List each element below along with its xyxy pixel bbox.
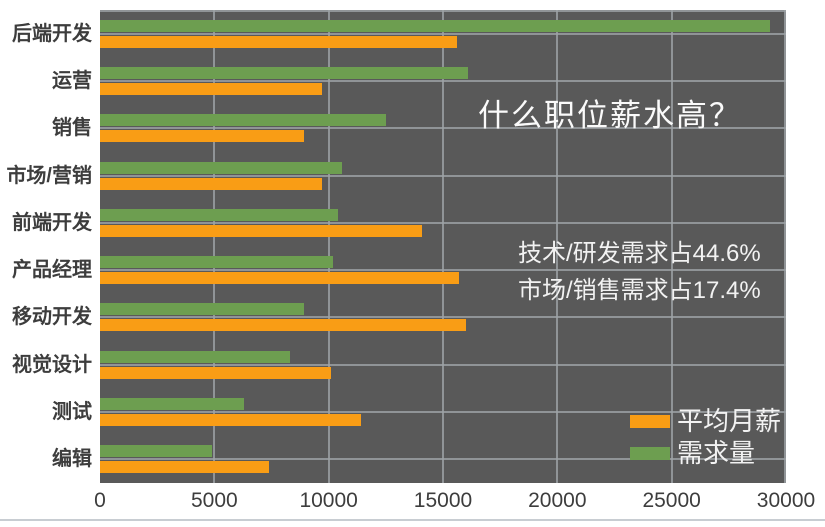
salary-bar (100, 461, 270, 474)
legend-label-salary: 平均月薪 (677, 406, 782, 436)
category-axis: 后端开发运营销售市场/营销前端开发产品经理移动开发视觉设计测试编辑 (0, 10, 92, 483)
demand-bar (100, 445, 213, 458)
legend-swatch-salary (630, 414, 670, 428)
salary-bar (100, 319, 466, 332)
gridline-vertical (442, 10, 444, 483)
demand-bar (100, 114, 386, 127)
salary-bar (100, 177, 322, 190)
x-tick-label: 20000 (528, 489, 587, 512)
salary-bar (100, 82, 322, 95)
category-label: 编辑 (52, 448, 92, 471)
gridline-horizontal (100, 127, 786, 130)
value-axis: 0 5000 10000 15000 20000 25000 30000 (0, 489, 825, 515)
x-tick-label: 15000 (413, 489, 473, 512)
grid-layer (100, 10, 786, 483)
x-tick-label: 30000 (756, 489, 816, 512)
demand-bar (100, 208, 338, 221)
bars-layer (100, 10, 786, 483)
demand-bar (100, 19, 770, 32)
gridline-horizontal (100, 411, 786, 414)
demand-bar (100, 66, 469, 79)
salary-bar (100, 414, 361, 427)
x-tick-label: 0 (94, 489, 106, 512)
gridline-horizontal (100, 174, 786, 177)
legend-label-demand: 需求量 (677, 438, 756, 468)
category-label: 运营 (52, 69, 92, 92)
x-tick-label: 10000 (299, 489, 358, 512)
gridline-vertical (670, 10, 673, 483)
x-tick-label: 25000 (642, 489, 701, 512)
category-label: 移动开发 (12, 306, 92, 329)
legend: 平均月薪 需求量 (630, 405, 781, 469)
gridline-vertical (213, 10, 216, 483)
plot-area: 什么职位薪水高？ 技术/研发需求占44.6% 市场/销售需求占17.4% 平均月… (100, 10, 786, 483)
bottom-divider (0, 519, 825, 521)
gridline-horizontal (100, 458, 786, 461)
salary-bar (100, 272, 459, 285)
gridline-horizontal (100, 316, 786, 319)
gridline-horizontal (100, 363, 786, 366)
category-label: 产品经理 (12, 259, 92, 282)
gridline-vertical (556, 10, 559, 483)
category-label: 后端开发 (12, 22, 92, 45)
category-label: 销售 (52, 117, 92, 140)
salary-bar (100, 224, 423, 237)
demand-bar (100, 303, 304, 316)
legend-item-demand: 需求量 (630, 437, 781, 469)
legend-swatch-demand (630, 446, 670, 460)
salary-bar (100, 35, 457, 48)
gridline-horizontal (100, 269, 786, 272)
category-label: 测试 (52, 401, 92, 424)
annotation-tech-demand: 技术/研发需求占44.6% (518, 240, 761, 267)
category-label: 市场/营销 (6, 164, 92, 187)
annotation-market-demand: 市场/销售需求占17.4% (518, 277, 761, 304)
demand-bar (100, 398, 245, 411)
gridline-vertical (327, 10, 330, 483)
category-label: 前端开发 (12, 211, 92, 234)
gridline-vertical (784, 10, 786, 483)
gridline-horizontal (100, 32, 786, 35)
demand-bar (100, 350, 290, 363)
salary-bar (100, 366, 331, 379)
category-label: 视觉设计 (12, 353, 92, 376)
chart-title: 什么职位薪水高？ (478, 98, 742, 133)
gridline-horizontal (100, 221, 786, 224)
gridline-horizontal (100, 79, 786, 82)
overlay-layer: 什么职位薪水高？ 技术/研发需求占44.6% 市场/销售需求占17.4% 平均月… (100, 10, 786, 483)
legend-item-salary: 平均月薪 (630, 405, 781, 437)
demand-bar (100, 161, 343, 174)
salary-bar (100, 130, 304, 143)
x-tick-label: 5000 (190, 489, 238, 512)
demand-bar (100, 256, 334, 269)
